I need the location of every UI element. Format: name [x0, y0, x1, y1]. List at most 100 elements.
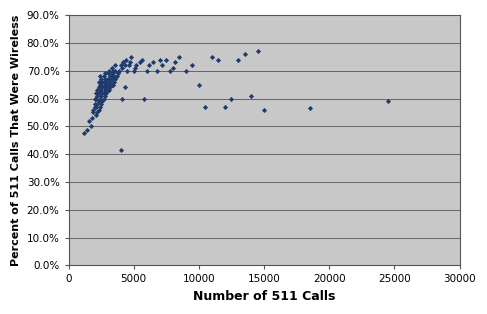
- Point: [118, 65, 126, 70]
- Point: [91, 104, 98, 109]
- Point: [156, 57, 164, 62]
- Point: [87, 124, 94, 129]
- Point: [94, 107, 102, 112]
- Point: [106, 74, 114, 79]
- Point: [94, 93, 101, 98]
- Point: [175, 54, 183, 59]
- Point: [109, 68, 117, 73]
- Point: [143, 68, 150, 73]
- Point: [126, 60, 134, 65]
- Point: [91, 96, 98, 101]
- X-axis label: Number of 511 Calls: Number of 511 Calls: [193, 290, 335, 303]
- Point: [96, 82, 104, 87]
- Point: [163, 57, 170, 62]
- Point: [98, 99, 106, 104]
- Point: [90, 107, 97, 112]
- Point: [100, 74, 108, 79]
- Point: [101, 93, 109, 98]
- Point: [105, 77, 113, 82]
- Point: [101, 77, 109, 82]
- Point: [94, 88, 101, 93]
- Point: [96, 74, 104, 79]
- Point: [306, 106, 314, 111]
- Point: [88, 116, 96, 121]
- Point: [96, 104, 104, 109]
- Point: [202, 104, 209, 109]
- Point: [102, 90, 110, 95]
- Point: [122, 57, 130, 62]
- Point: [101, 71, 109, 76]
- Point: [188, 62, 196, 68]
- Point: [241, 51, 248, 57]
- Point: [104, 82, 112, 87]
- Point: [260, 107, 268, 112]
- Point: [115, 68, 123, 73]
- Point: [100, 96, 108, 101]
- Point: [110, 79, 118, 84]
- Point: [158, 62, 166, 68]
- Point: [221, 104, 229, 109]
- Point: [98, 79, 106, 84]
- Point: [97, 101, 105, 106]
- Point: [169, 65, 177, 70]
- Point: [125, 62, 132, 68]
- Point: [140, 96, 148, 101]
- Point: [96, 96, 104, 101]
- Point: [130, 68, 138, 73]
- Point: [94, 99, 102, 104]
- Point: [86, 118, 94, 123]
- Point: [146, 62, 153, 68]
- Point: [132, 62, 140, 68]
- Point: [136, 60, 144, 65]
- Point: [104, 71, 112, 76]
- Point: [247, 93, 255, 98]
- Point: [153, 68, 161, 73]
- Point: [123, 68, 131, 73]
- Point: [94, 110, 101, 115]
- Point: [138, 57, 146, 62]
- Point: [105, 68, 113, 73]
- Point: [80, 131, 88, 136]
- Point: [106, 79, 114, 84]
- Point: [94, 85, 102, 90]
- Point: [97, 93, 105, 98]
- Point: [109, 82, 117, 87]
- Point: [121, 85, 129, 90]
- Point: [101, 82, 109, 87]
- Point: [195, 82, 203, 87]
- Point: [113, 74, 121, 79]
- Point: [98, 90, 106, 95]
- Point: [131, 65, 139, 70]
- Point: [254, 49, 262, 54]
- Point: [150, 60, 157, 65]
- Point: [215, 57, 223, 62]
- Point: [121, 62, 129, 68]
- Point: [97, 82, 105, 87]
- Point: [109, 74, 117, 79]
- Point: [108, 65, 115, 70]
- Point: [92, 113, 100, 118]
- Point: [384, 99, 392, 104]
- Point: [227, 96, 235, 101]
- Point: [106, 85, 114, 90]
- Point: [167, 68, 174, 73]
- Point: [94, 90, 102, 95]
- Point: [101, 88, 109, 93]
- Point: [100, 90, 108, 95]
- Point: [118, 96, 126, 101]
- Point: [104, 77, 112, 82]
- Point: [98, 85, 106, 90]
- Point: [108, 82, 115, 87]
- Point: [97, 88, 105, 93]
- Point: [100, 85, 108, 90]
- Point: [208, 54, 216, 59]
- Point: [117, 62, 125, 68]
- Point: [171, 60, 179, 65]
- Point: [108, 77, 115, 82]
- Point: [112, 68, 119, 73]
- Point: [97, 77, 105, 82]
- Point: [102, 85, 110, 90]
- Point: [234, 57, 242, 62]
- Point: [94, 79, 102, 84]
- Point: [117, 148, 125, 153]
